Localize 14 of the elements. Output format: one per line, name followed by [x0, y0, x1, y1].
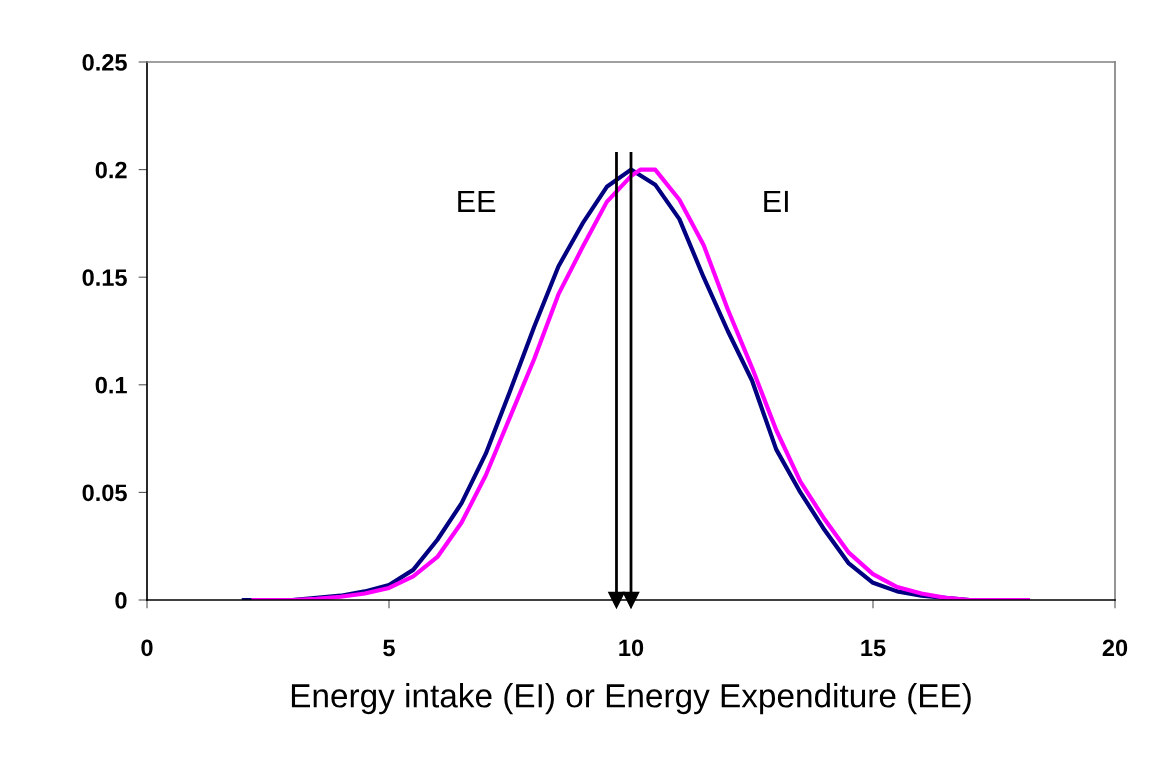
x-tick-label: 20	[1102, 639, 1128, 657]
text: EI	[764, 190, 788, 212]
y-tick-label: 0.1	[95, 376, 127, 394]
y-tick-label: 0	[115, 592, 127, 609]
y-tick-label: 0.05	[82, 484, 127, 502]
x-tick-label: 5	[383, 639, 395, 657]
y-tick-label: 0.25	[82, 54, 127, 71]
x-axis-title: Energy intake (EI) or Energy Expenditure (EE)	[291, 683, 971, 715]
x-tick-label: 10	[619, 639, 644, 657]
text: EE	[458, 190, 496, 212]
y-tick-label: 0.2	[95, 161, 127, 179]
y-tick-label: 0.15	[82, 269, 127, 286]
x-tick-label: 15	[861, 639, 886, 657]
x-tick-label: 0	[141, 639, 153, 657]
